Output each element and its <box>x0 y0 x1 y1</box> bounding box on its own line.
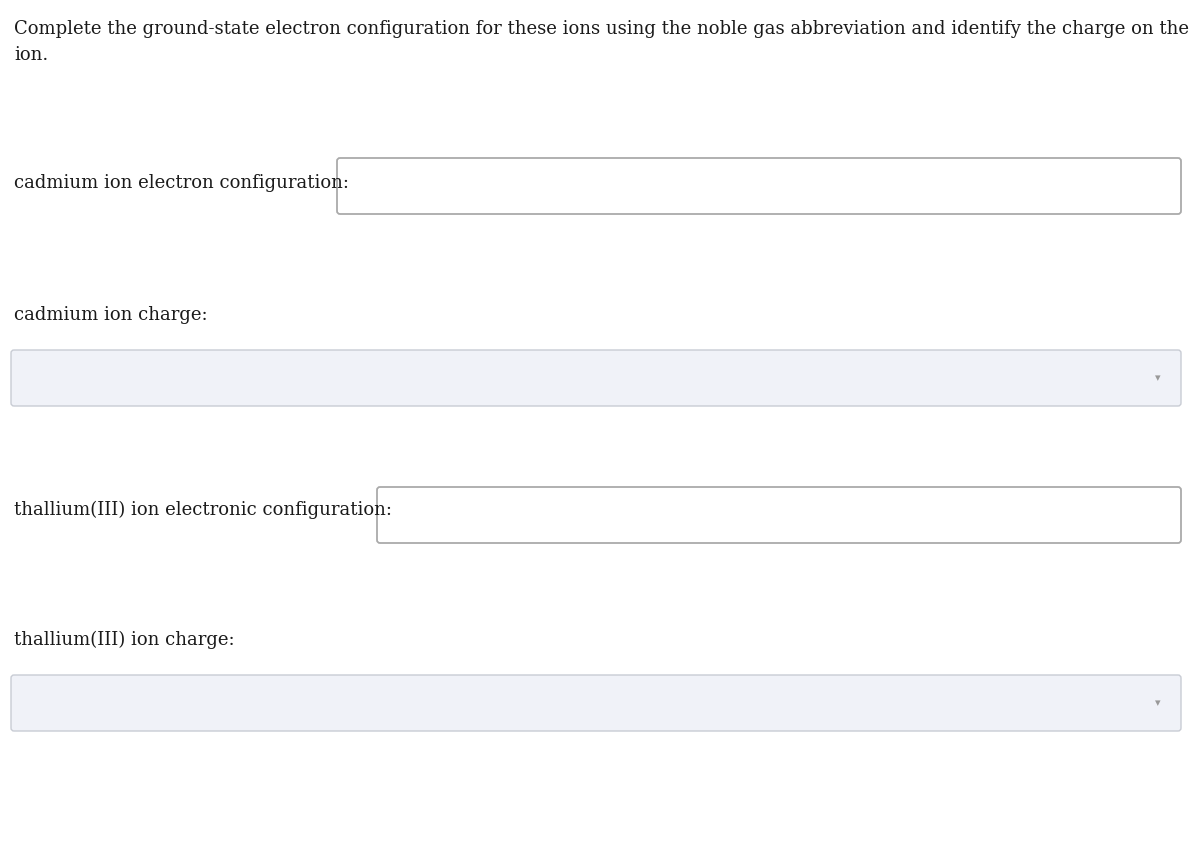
FancyBboxPatch shape <box>377 487 1181 543</box>
FancyBboxPatch shape <box>11 350 1181 406</box>
Text: thallium(III) ion charge:: thallium(III) ion charge: <box>14 631 235 649</box>
FancyBboxPatch shape <box>11 675 1181 731</box>
Text: cadmium ion electron configuration:: cadmium ion electron configuration: <box>14 174 349 192</box>
FancyBboxPatch shape <box>337 158 1181 214</box>
Text: Complete the ground-state electron configuration for these ions using the noble : Complete the ground-state electron confi… <box>14 20 1189 64</box>
Text: ▾: ▾ <box>1156 698 1160 708</box>
Text: ▾: ▾ <box>1156 373 1160 383</box>
Text: thallium(III) ion electronic configuration:: thallium(III) ion electronic configurati… <box>14 501 392 520</box>
Text: cadmium ion charge:: cadmium ion charge: <box>14 306 208 324</box>
